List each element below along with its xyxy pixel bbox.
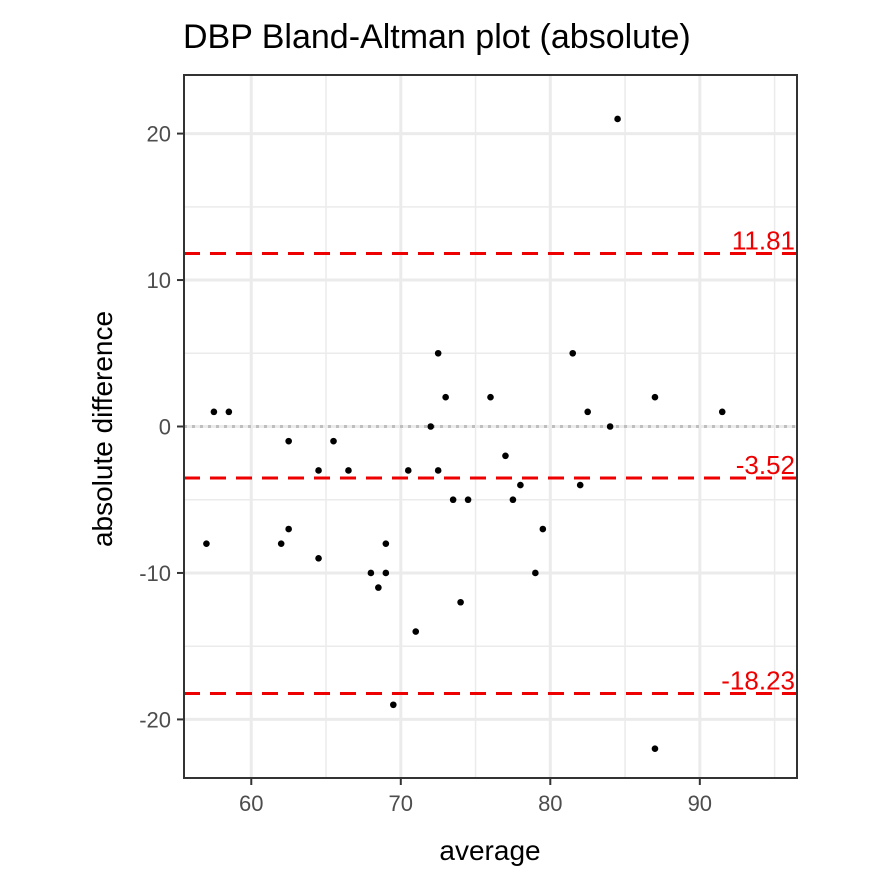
limit-line-label-2: -3.52 [736, 450, 795, 480]
y-tick-label: 20 [147, 122, 171, 147]
data-point [382, 569, 390, 577]
data-point [449, 496, 457, 504]
data-point [203, 540, 210, 547]
data-point [651, 745, 659, 753]
data-point [345, 467, 352, 474]
data-point [487, 393, 494, 401]
axes: 60 70 80 90 -20 -10 0 10 20 [139, 122, 712, 816]
data-point [210, 408, 218, 416]
data-point [285, 437, 292, 445]
data-points [203, 115, 726, 753]
data-point [502, 452, 509, 460]
data-point [434, 349, 442, 357]
data-point [517, 481, 524, 489]
data-point [315, 467, 322, 474]
reference-lines [184, 252, 797, 695]
data-point [606, 423, 614, 430]
data-point [651, 393, 659, 401]
data-point [330, 437, 337, 445]
data-point [277, 540, 285, 547]
data-point [375, 584, 382, 591]
data-point [285, 525, 292, 533]
y-axis-title: absolute difference [87, 311, 118, 547]
data-point [404, 467, 412, 474]
data-point [539, 525, 547, 533]
limit-line-label-1: 11.81 [732, 226, 795, 256]
data-point [457, 598, 464, 606]
data-point [569, 349, 577, 357]
reference-line-labels: 11.81 -3.52 -18.23 [721, 226, 795, 696]
data-point [434, 467, 442, 474]
y-tick-label: 0 [159, 415, 171, 440]
x-axis-title: average [439, 835, 540, 866]
data-point [367, 569, 375, 577]
data-point [718, 408, 726, 416]
data-point [427, 423, 434, 430]
data-point [584, 408, 591, 416]
data-point [442, 393, 449, 401]
data-point [532, 569, 539, 577]
data-point [412, 628, 420, 635]
data-point [315, 555, 322, 562]
chart-title: DBP Bland-Altman plot (absolute) [183, 18, 691, 56]
data-point [464, 496, 472, 504]
data-point [390, 701, 397, 709]
limit-line-label-3: -18.23 [721, 665, 795, 695]
data-point [382, 540, 390, 547]
x-tick-label: 90 [688, 791, 712, 816]
y-tick-label: -20 [139, 707, 171, 732]
data-point [225, 408, 233, 416]
data-point [576, 481, 584, 489]
x-tick-label: 70 [389, 791, 413, 816]
data-point [509, 496, 517, 504]
y-tick-label: -10 [139, 561, 171, 586]
y-tick-label: 10 [147, 268, 171, 293]
data-point [614, 115, 621, 123]
x-tick-label: 80 [538, 791, 562, 816]
x-tick-label: 60 [239, 791, 263, 816]
